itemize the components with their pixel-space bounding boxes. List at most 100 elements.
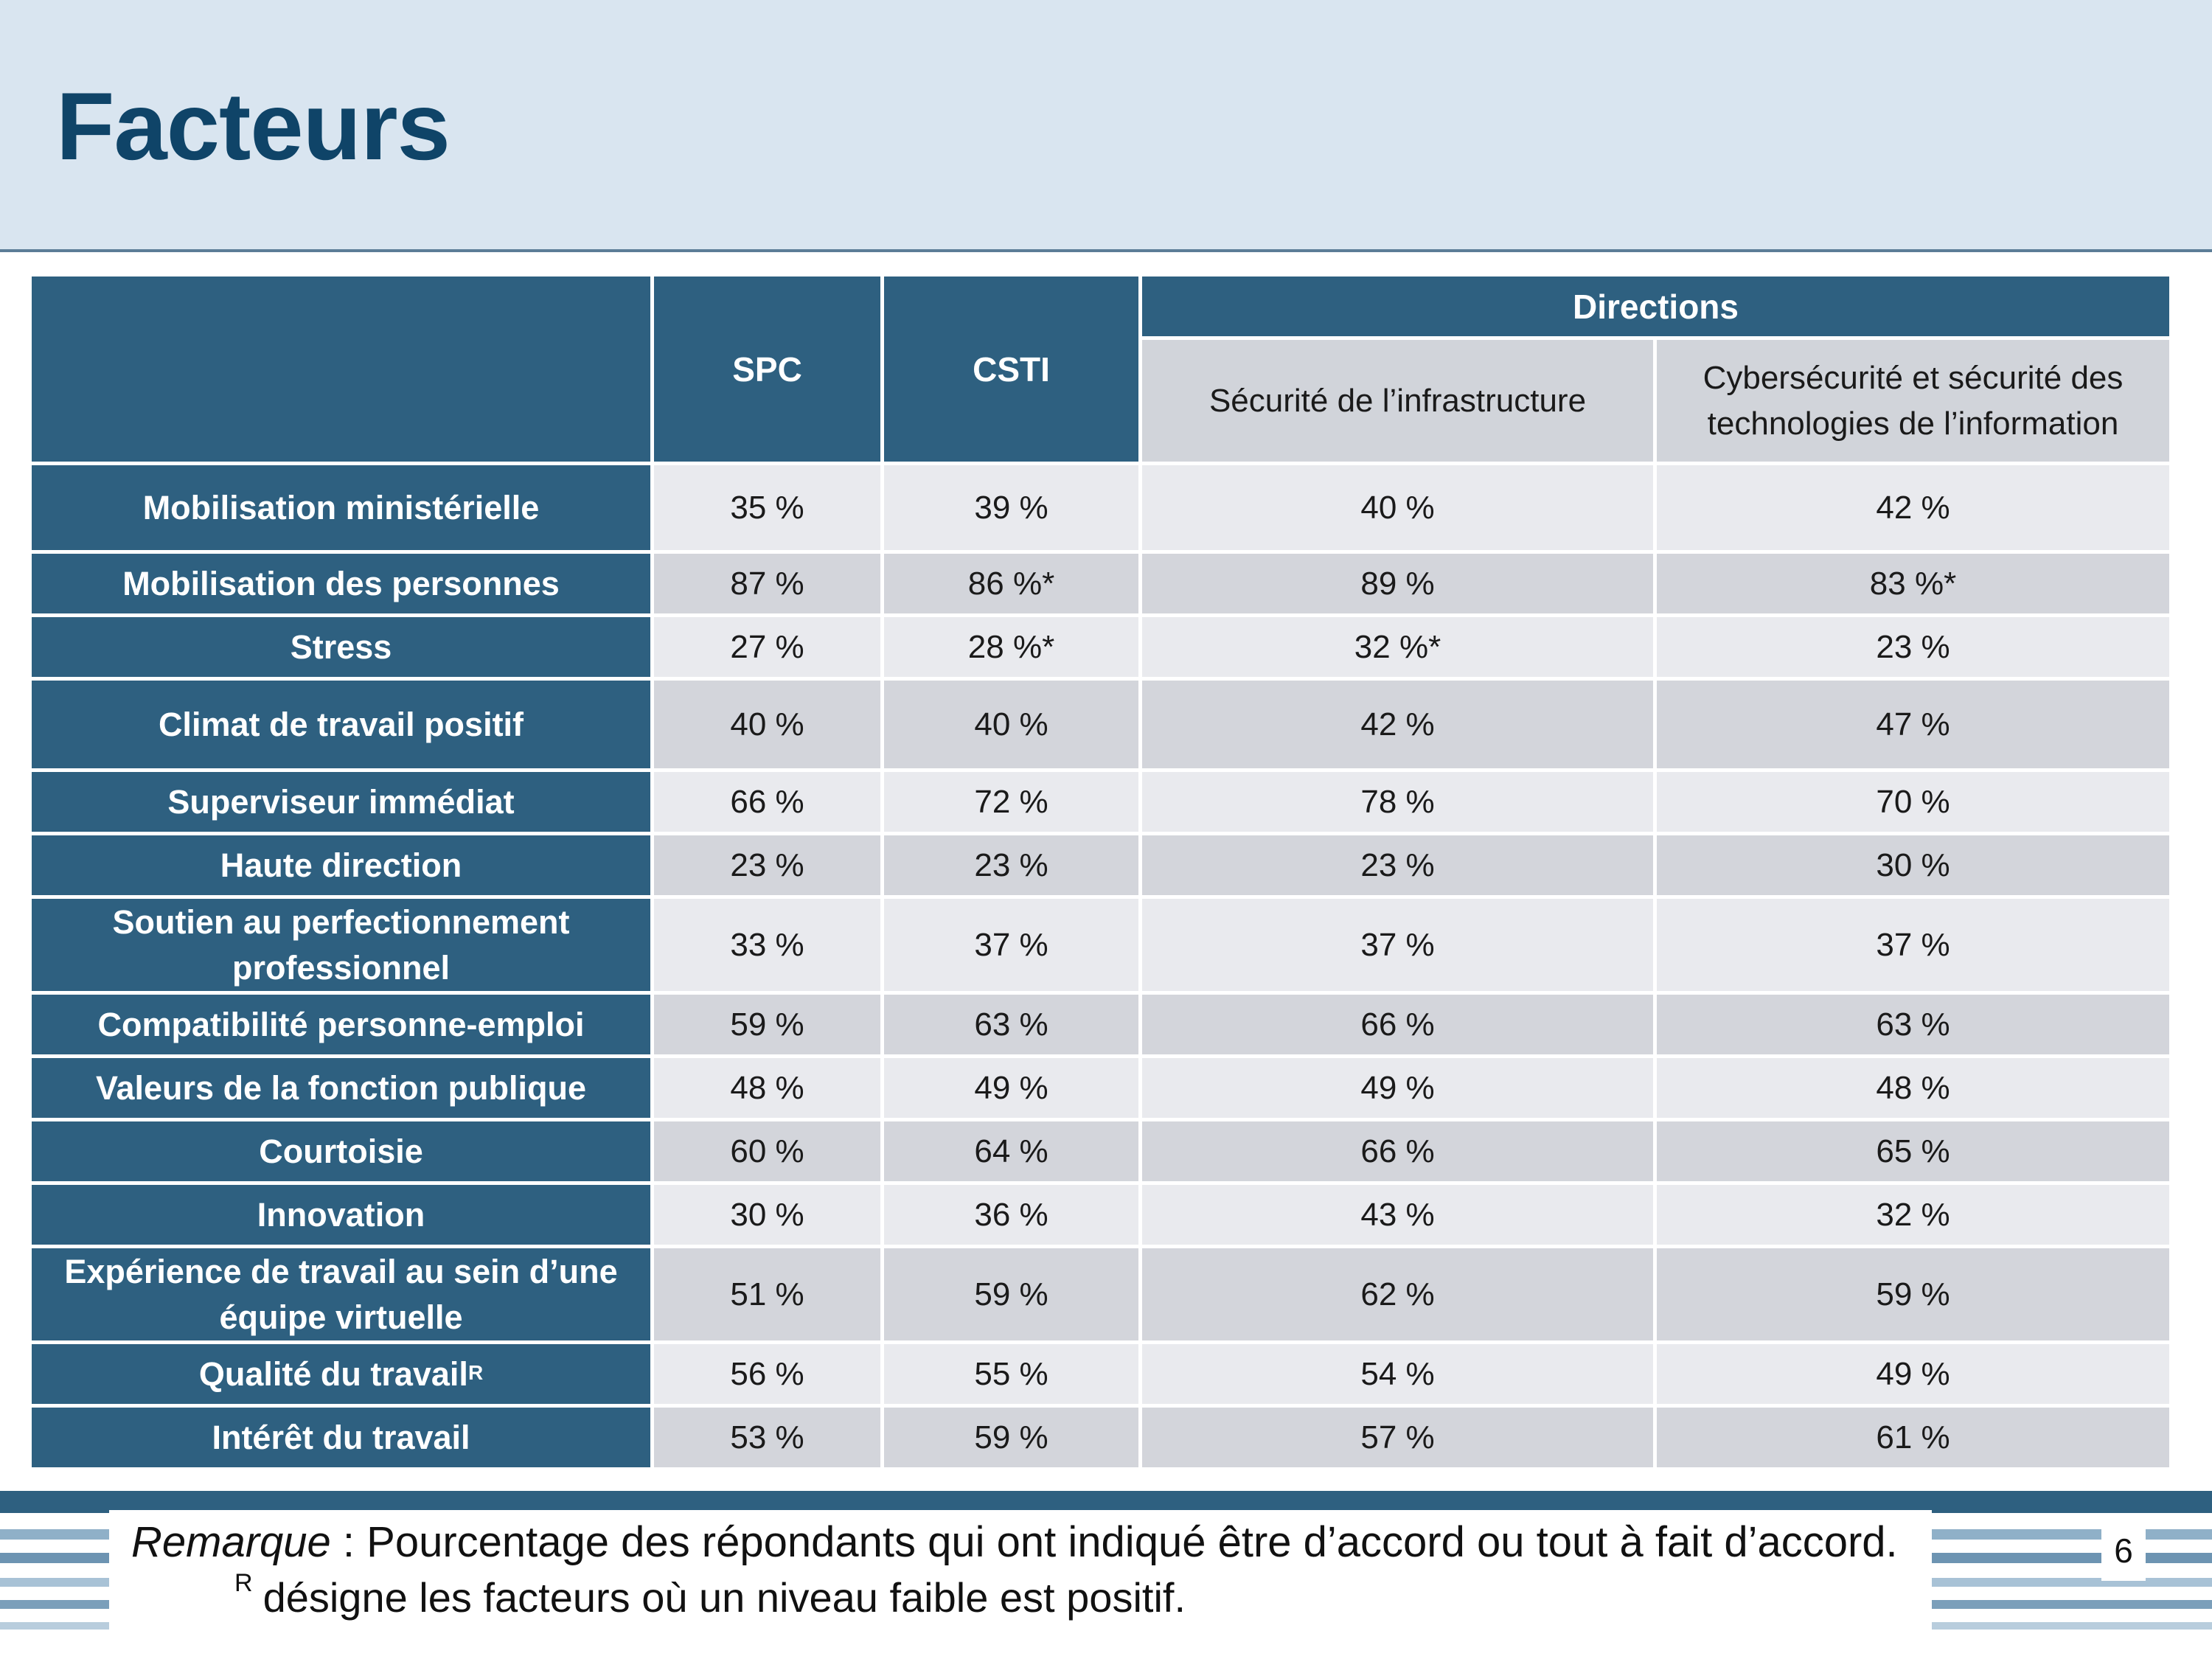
table-row: Innovation 30 % 36 % 43 % 32 %: [28, 1181, 2174, 1248]
footnote-remarque: Remarque : Pourcentage des répondants qu…: [131, 1517, 1898, 1567]
header-spc: SPC: [650, 273, 884, 465]
cell-infrastructure: 40 %: [1138, 462, 1657, 554]
cell-cybersecurite: 42 %: [1652, 462, 2174, 554]
cell-spc: 27 %: [650, 613, 884, 681]
cell-spc: 48 %: [650, 1054, 884, 1121]
cell-cybersecurite: 48 %: [1652, 1054, 2174, 1121]
footnote-r-superscript: R: [234, 1569, 253, 1597]
cell-infrastructure: 62 %: [1138, 1245, 1657, 1344]
row-label: Compatibilité personne-emploi: [28, 991, 654, 1058]
header-corner-cell: [28, 273, 654, 465]
row-label: Mobilisation des personnes: [28, 550, 654, 617]
row-label-line2: équipe virtuelle: [219, 1298, 463, 1336]
cell-csti: 64 %: [880, 1118, 1142, 1185]
table-row: Valeurs de la fonction publique 48 % 49 …: [28, 1054, 2174, 1121]
cell-csti: 49 %: [880, 1054, 1142, 1121]
page-number-box: 6: [2101, 1526, 2146, 1581]
row-label: Climat de travail positif: [28, 677, 654, 772]
table-row: Compatibilité personne-emploi 59 % 63 % …: [28, 991, 2174, 1058]
cell-csti: 28 %*: [880, 613, 1142, 681]
row-label: Haute direction: [28, 832, 654, 899]
cell-infrastructure: 37 %: [1138, 895, 1657, 995]
cell-cybersecurite: 32 %: [1652, 1181, 2174, 1248]
footnote-separator: :: [330, 1518, 367, 1566]
cell-spc: 23 %: [650, 832, 884, 899]
cell-spc: 35 %: [650, 462, 884, 554]
cell-spc: 56 %: [650, 1340, 884, 1408]
cell-spc: 59 %: [650, 991, 884, 1058]
cell-cybersecurite: 65 %: [1652, 1118, 2174, 1185]
header-row-1: SPC CSTI Directions: [28, 273, 2174, 465]
row-label: Soutien au perfectionnement professionne…: [28, 895, 654, 995]
row-label-line1: Expérience de travail au sein d’une: [64, 1252, 618, 1290]
cell-csti: 72 %: [880, 768, 1142, 835]
table-row: Soutien au perfectionnement professionne…: [28, 895, 2174, 995]
cell-cybersecurite: 37 %: [1652, 895, 2174, 995]
page-number: 6: [2114, 1531, 2133, 1570]
table-row: Qualité du travailR 56 % 55 % 54 % 49 %: [28, 1340, 2174, 1408]
cell-cybersecurite: 59 %: [1652, 1245, 2174, 1344]
cell-cybersecurite: 49 %: [1652, 1340, 2174, 1408]
cell-infrastructure: 57 %: [1138, 1404, 1657, 1471]
cell-csti: 37 %: [880, 895, 1142, 995]
cell-cybersecurite: 83 %*: [1652, 550, 2174, 617]
header-direction-cybersecurite: Cybersécurité et sécurité des technologi…: [1652, 336, 2174, 465]
row-label-line1: Soutien au perfectionnement: [112, 902, 570, 941]
cell-infrastructure: 42 %: [1138, 677, 1657, 772]
cell-infrastructure: 54 %: [1138, 1340, 1657, 1408]
header-direction-infrastructure: Sécurité de l’infrastructure: [1138, 336, 1657, 465]
table-row: Climat de travail positif 40 % 40 % 42 %…: [28, 677, 2174, 772]
table-row: Mobilisation ministérielle 35 % 39 % 40 …: [28, 462, 2174, 554]
row-label: Superviseur immédiat: [28, 768, 654, 835]
row-label-line2: professionnel: [232, 948, 451, 987]
row-label-superscript: R: [467, 1360, 484, 1384]
cell-spc: 60 %: [650, 1118, 884, 1185]
cell-spc: 40 %: [650, 677, 884, 772]
footnote-text: Pourcentage des répondants qui ont indiq…: [366, 1518, 1898, 1566]
row-label: Mobilisation ministérielle: [28, 462, 654, 554]
cell-infrastructure: 89 %: [1138, 550, 1657, 617]
factors-table: SPC CSTI Directions Sécurité de l’infras…: [28, 273, 2174, 1471]
cell-csti: 55 %: [880, 1340, 1142, 1408]
cell-cybersecurite: 47 %: [1652, 677, 2174, 772]
cell-csti: 63 %: [880, 991, 1142, 1058]
cell-cybersecurite: 63 %: [1652, 991, 2174, 1058]
table-row: Courtoisie 60 % 64 % 66 % 65 %: [28, 1118, 2174, 1185]
cell-cybersecurite: 23 %: [1652, 613, 2174, 681]
cell-spc: 66 %: [650, 768, 884, 835]
header-direction-cybersecurite-line2: technologies de l’information: [1707, 405, 2119, 442]
row-label: Innovation: [28, 1181, 654, 1248]
footnote-r-text: désigne les facteurs où un niveau faible…: [262, 1574, 1186, 1621]
cell-spc: 51 %: [650, 1245, 884, 1344]
cell-csti: 86 %*: [880, 550, 1142, 617]
cell-infrastructure: 78 %: [1138, 768, 1657, 835]
cell-csti: 59 %: [880, 1404, 1142, 1471]
cell-infrastructure: 66 %: [1138, 991, 1657, 1058]
row-label: Qualité du travailR: [28, 1340, 654, 1408]
table-row: Expérience de travail au sein d’une équi…: [28, 1245, 2174, 1344]
cell-csti: 40 %: [880, 677, 1142, 772]
row-label-text: Qualité du travail: [198, 1354, 468, 1393]
cell-spc: 87 %: [650, 550, 884, 617]
row-label: Valeurs de la fonction publique: [28, 1054, 654, 1121]
cell-infrastructure: 43 %: [1138, 1181, 1657, 1248]
row-label: Stress: [28, 613, 654, 681]
header-csti: CSTI: [880, 273, 1142, 465]
table-row: Intérêt du travail 53 % 59 % 57 % 61 %: [28, 1404, 2174, 1471]
cell-spc: 30 %: [650, 1181, 884, 1248]
table-row: Stress 27 % 28 %* 32 %* 23 %: [28, 613, 2174, 681]
header-row-2: Sécurité de l’infrastructure Cybersécuri…: [30, 336, 2174, 465]
cell-infrastructure: 23 %: [1138, 832, 1657, 899]
cell-spc: 33 %: [650, 895, 884, 995]
table-row: Superviseur immédiat 66 % 72 % 78 % 70 %: [28, 768, 2174, 835]
cell-csti: 23 %: [880, 832, 1142, 899]
cell-infrastructure: 32 %*: [1138, 613, 1657, 681]
cell-csti: 59 %: [880, 1245, 1142, 1344]
page-title: Facteurs: [56, 72, 451, 180]
cell-infrastructure: 66 %: [1138, 1118, 1657, 1185]
row-label: Courtoisie: [28, 1118, 654, 1185]
cell-spc: 53 %: [650, 1404, 884, 1471]
row-label: Expérience de travail au sein d’une équi…: [28, 1245, 654, 1344]
footnote-label: Remarque: [131, 1518, 331, 1566]
